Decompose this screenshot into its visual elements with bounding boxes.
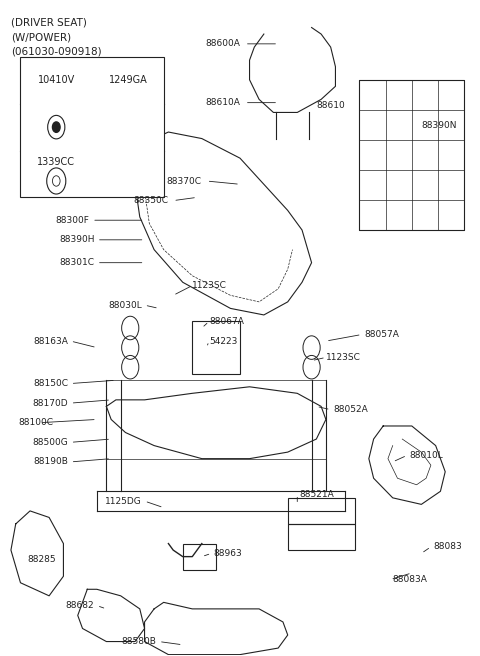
Text: 88057A: 88057A bbox=[364, 330, 399, 339]
Text: 1125DG: 1125DG bbox=[106, 497, 142, 506]
Text: 88370C: 88370C bbox=[167, 176, 202, 186]
Text: 88390H: 88390H bbox=[59, 236, 95, 244]
Bar bbox=[288, 498, 355, 524]
Bar bbox=[183, 544, 216, 569]
Text: 88100C: 88100C bbox=[18, 419, 53, 427]
Text: 88350C: 88350C bbox=[133, 196, 168, 205]
Circle shape bbox=[52, 122, 60, 133]
Text: (DRIVER SEAT): (DRIVER SEAT) bbox=[11, 18, 87, 28]
Text: 88083: 88083 bbox=[433, 543, 462, 551]
Text: 88067A: 88067A bbox=[209, 317, 244, 326]
Bar bbox=[21, 57, 164, 197]
Text: 88610: 88610 bbox=[316, 102, 345, 110]
Text: 88150C: 88150C bbox=[33, 379, 68, 388]
Bar bbox=[192, 321, 240, 374]
Text: 1123SC: 1123SC bbox=[192, 281, 227, 290]
Text: 88083A: 88083A bbox=[393, 575, 428, 584]
Text: (061030-090918): (061030-090918) bbox=[11, 47, 102, 56]
Text: 88301C: 88301C bbox=[60, 258, 95, 267]
Text: 88390N: 88390N bbox=[421, 121, 457, 130]
Text: 1249GA: 1249GA bbox=[108, 75, 147, 85]
Text: 54223: 54223 bbox=[209, 337, 237, 346]
Text: (W/POWER): (W/POWER) bbox=[11, 32, 71, 42]
Text: 88163A: 88163A bbox=[33, 337, 68, 346]
Text: 1123SC: 1123SC bbox=[326, 353, 361, 362]
Text: 1339CC: 1339CC bbox=[37, 157, 75, 167]
Text: 88010L: 88010L bbox=[409, 451, 443, 460]
Text: 88682: 88682 bbox=[66, 601, 95, 610]
Text: 88190B: 88190B bbox=[33, 457, 68, 466]
Text: 88600A: 88600A bbox=[205, 39, 240, 49]
Text: 88170D: 88170D bbox=[33, 399, 68, 407]
Text: 88500G: 88500G bbox=[33, 438, 68, 447]
Text: 88052A: 88052A bbox=[333, 405, 368, 414]
Bar bbox=[360, 80, 464, 230]
Text: 88610A: 88610A bbox=[205, 98, 240, 107]
Bar bbox=[288, 524, 355, 550]
Text: 10410V: 10410V bbox=[37, 75, 75, 85]
Text: 88521A: 88521A bbox=[300, 490, 335, 499]
Text: 88030L: 88030L bbox=[108, 300, 142, 310]
Text: 88300F: 88300F bbox=[56, 216, 90, 225]
Text: 88285: 88285 bbox=[28, 556, 56, 564]
Text: 88580B: 88580B bbox=[121, 637, 156, 646]
Text: 88963: 88963 bbox=[214, 549, 242, 558]
